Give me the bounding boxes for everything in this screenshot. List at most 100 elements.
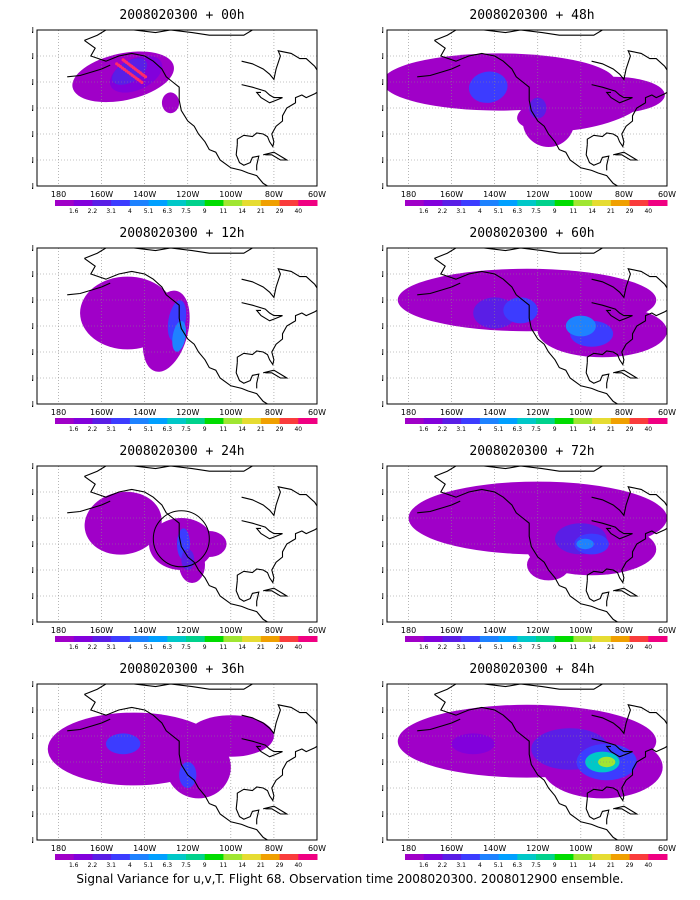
map-svg: 10N 20N 30N 40N 50N 60N 70N 180 160W 140W 120W 100W…	[32, 26, 326, 215]
colorbar-label: 40	[294, 644, 302, 651]
x-tick-label: 120W	[526, 626, 549, 635]
colorbar-label: 3.1	[456, 208, 466, 215]
y-tick-label: 70N	[32, 26, 34, 35]
colorbar-segment	[223, 418, 243, 424]
variance-contour	[527, 549, 571, 581]
y-tick-label: 20N	[382, 374, 384, 383]
x-tick-label: 160W	[90, 626, 113, 635]
coastline	[84, 248, 253, 259]
map-panel: 2008020300 + 84h 10N 20N 30N 40N 50N 60N 70N 180…	[382, 662, 682, 872]
colorbar-segment	[405, 200, 425, 206]
colorbar-label: 7.5	[531, 426, 541, 433]
x-tick-label: 80W	[265, 408, 283, 417]
colorbar-label: 5.1	[494, 862, 504, 869]
variance-contour	[451, 733, 495, 755]
x-tick-label: 160W	[440, 190, 463, 199]
colorbar-label: 5.1	[494, 644, 504, 651]
y-tick-label: 50N	[382, 732, 384, 741]
colorbar-label: 4	[128, 644, 132, 651]
colorbar-label: 6.3	[513, 644, 523, 651]
colorbar-segment	[554, 418, 574, 424]
colorbar-segment	[498, 418, 518, 424]
colorbar-segment	[242, 636, 262, 642]
variance-contour	[84, 491, 162, 555]
coastline	[434, 257, 618, 404]
colorbar-label: 6.3	[513, 208, 523, 215]
y-tick-label: 60N	[32, 488, 34, 497]
colorbar-segment	[461, 200, 481, 206]
x-tick-label: 80W	[265, 190, 283, 199]
variance-contour	[468, 71, 508, 103]
coastline	[613, 151, 639, 161]
plot-frame	[386, 29, 668, 187]
x-tick-label: 140W	[133, 190, 156, 199]
y-tick-label: 70N	[382, 462, 384, 471]
map-panel: 2008020300 + 36h 10N 20N 30N 40N 50N 60N 70N 180…	[32, 662, 332, 872]
coastline	[241, 84, 283, 104]
colorbar-segment	[279, 200, 299, 206]
coastline	[585, 362, 610, 389]
colorbar-label: 21	[257, 862, 265, 869]
colorbar-label: 7.5	[181, 644, 191, 651]
y-tick-label: 40N	[32, 104, 34, 113]
colorbar-label: 40	[644, 208, 652, 215]
colorbar-segment	[111, 854, 131, 860]
colorbar-segment	[479, 418, 500, 424]
x-tick-label: 60W	[308, 190, 326, 199]
x-tick-label: 80W	[265, 844, 283, 853]
colorbar-segment	[148, 200, 168, 206]
colorbar-segment	[148, 418, 168, 424]
y-tick-label: 70N	[382, 680, 384, 689]
colorbar-label: 2.2	[438, 862, 448, 869]
coastline	[241, 738, 283, 758]
colorbar-label: 3.1	[106, 208, 116, 215]
colorbar-label: 1.6	[69, 862, 79, 869]
map-svg: 10N 20N 30N 40N 50N 60N 70N 180 160W 140W 120W 100W…	[32, 462, 326, 651]
colorbar-segment	[186, 636, 206, 642]
y-tick-label: 30N	[382, 348, 384, 357]
y-tick-label: 20N	[32, 156, 34, 165]
y-tick-label: 70N	[32, 462, 34, 471]
x-tick-label: 120W	[526, 408, 549, 417]
coastline	[84, 684, 253, 695]
colorbar-label: 21	[257, 644, 265, 651]
coastline	[434, 684, 603, 695]
colorbar-segment	[129, 418, 150, 424]
map-panel: 2008020300 + 48h 10N 20N 30N 40N 50N 60N 70N 180…	[382, 8, 682, 218]
colorbar-label: 1.6	[419, 208, 429, 215]
coastline	[235, 362, 260, 389]
colorbar-segment	[536, 418, 556, 424]
colorbar-label: 5.1	[144, 862, 154, 869]
colorbar-label: 7.5	[531, 862, 541, 869]
colorbar-label: 9	[553, 644, 557, 651]
y-tick-label: 60N	[382, 270, 384, 279]
coastline	[235, 798, 260, 825]
y-tick-label: 50N	[382, 514, 384, 523]
colorbar-segment	[55, 200, 75, 206]
x-tick-label: 60W	[308, 626, 326, 635]
colorbar-segment	[461, 636, 481, 642]
colorbar-label: 21	[607, 208, 615, 215]
colorbar-label: 2.2	[438, 208, 448, 215]
colorbar-label: 21	[257, 208, 265, 215]
colorbar-segment	[260, 636, 281, 642]
coastline	[434, 475, 618, 622]
coastline	[586, 91, 667, 148]
colorbar-label: 11	[570, 862, 578, 869]
figure-caption: Signal Variance for u,v,T. Flight 68. Ob…	[76, 872, 624, 886]
coastline	[84, 466, 253, 477]
colorbar-segment	[610, 200, 631, 206]
colorbar-segment	[629, 200, 649, 206]
colorbar-segment	[498, 636, 518, 642]
x-tick-label: 160W	[90, 190, 113, 199]
colorbar-segment	[442, 200, 462, 206]
colorbar-segment	[573, 636, 593, 642]
x-tick-label: 60W	[658, 408, 676, 417]
colorbar-label: 7.5	[181, 208, 191, 215]
colorbar-segment	[629, 854, 649, 860]
colorbar-label: 29	[626, 862, 634, 869]
coastline	[241, 486, 317, 518]
colorbar-segment	[423, 854, 443, 860]
x-tick-label: 80W	[265, 626, 283, 635]
